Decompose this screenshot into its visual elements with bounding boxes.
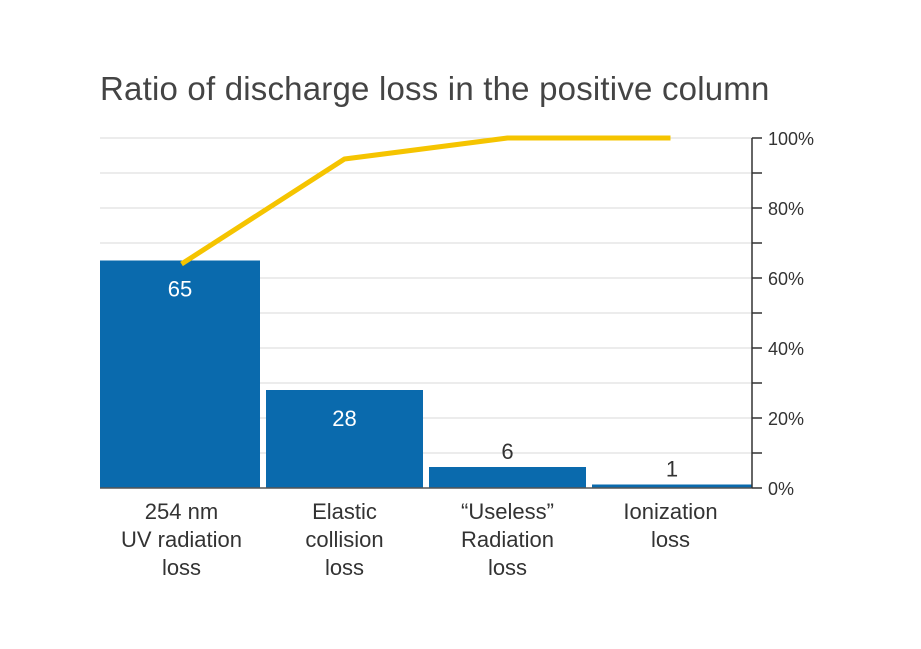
right-axis-tick-label: 100% [768, 129, 814, 149]
bar-value-label: 1 [666, 457, 678, 482]
right-axis-tick-label: 60% [768, 269, 804, 289]
category-label: “Useless” Radiation loss [461, 499, 554, 580]
right-axis-tick-label: 20% [768, 409, 804, 429]
category-label: Ionization loss [623, 499, 718, 552]
bar [100, 260, 260, 488]
bar [592, 484, 752, 488]
bar [429, 467, 586, 488]
category-label: 254 nm UV radiation loss [120, 499, 243, 580]
bar-value-label: 65 [168, 277, 192, 302]
right-axis-tick-label: 0% [768, 479, 794, 499]
bar [266, 390, 423, 488]
category-label: Elastic collision loss [305, 499, 384, 580]
right-axis-tick-label: 40% [768, 339, 804, 359]
chart-title: Ratio of discharge loss in the positive … [100, 70, 770, 107]
bar-value-label: 6 [501, 439, 513, 464]
right-axis-tick-label: 80% [768, 199, 804, 219]
cumulative-line [180, 135, 671, 267]
bar-value-label: 28 [332, 406, 356, 431]
